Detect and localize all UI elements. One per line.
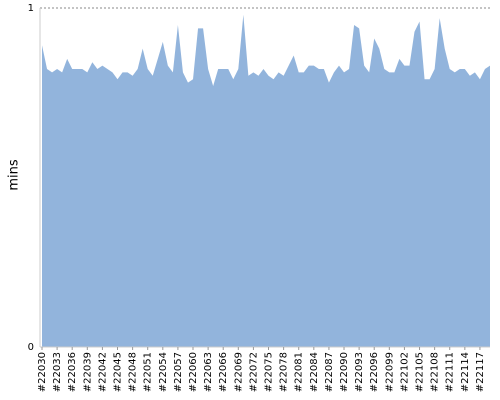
x-tick-label: #22033: [52, 352, 63, 392]
x-tick-label: #22105: [415, 352, 426, 392]
x-tick-label: #22102: [399, 352, 410, 392]
x-tick-label: #22111: [445, 352, 456, 392]
x-tick-label: #22066: [218, 352, 229, 392]
x-tick-label: #22072: [248, 352, 259, 392]
y-tick-label: 0: [28, 342, 34, 353]
x-tick-label: #22117: [475, 352, 486, 392]
x-tick-label: #22078: [279, 352, 290, 392]
y-axis-label: mins: [7, 159, 22, 191]
x-tick-label: #22087: [324, 352, 335, 392]
x-tick-label: #22030: [37, 352, 48, 392]
x-tick-label: #22042: [97, 352, 108, 392]
x-tick-label: #22099: [384, 352, 395, 392]
x-tick-label: #22057: [173, 352, 184, 392]
x-tick-label: #22045: [113, 352, 124, 392]
x-tick-label: #22048: [128, 352, 139, 392]
x-tick-label: #22051: [143, 352, 154, 392]
x-tick-label: #22039: [82, 352, 93, 392]
x-tick-label: #22093: [354, 352, 365, 392]
x-tick-label: #22063: [203, 352, 214, 392]
x-tick-label: #22054: [158, 352, 169, 392]
x-tick-label: #22081: [294, 352, 305, 392]
x-tick-label: #22075: [264, 352, 275, 392]
x-tick-label: #22036: [67, 352, 78, 392]
x-tick-label: #22108: [430, 352, 441, 392]
x-tick-label: #22060: [188, 352, 199, 392]
x-tick-label: #22096: [369, 352, 380, 392]
area: [42, 14, 490, 348]
x-tick-label: #22084: [309, 352, 320, 392]
x-tick-label: #22114: [460, 352, 471, 392]
y-tick-label: 1: [28, 3, 34, 14]
x-tick-label: #22069: [233, 352, 244, 392]
x-tick-label: #22090: [339, 352, 350, 392]
